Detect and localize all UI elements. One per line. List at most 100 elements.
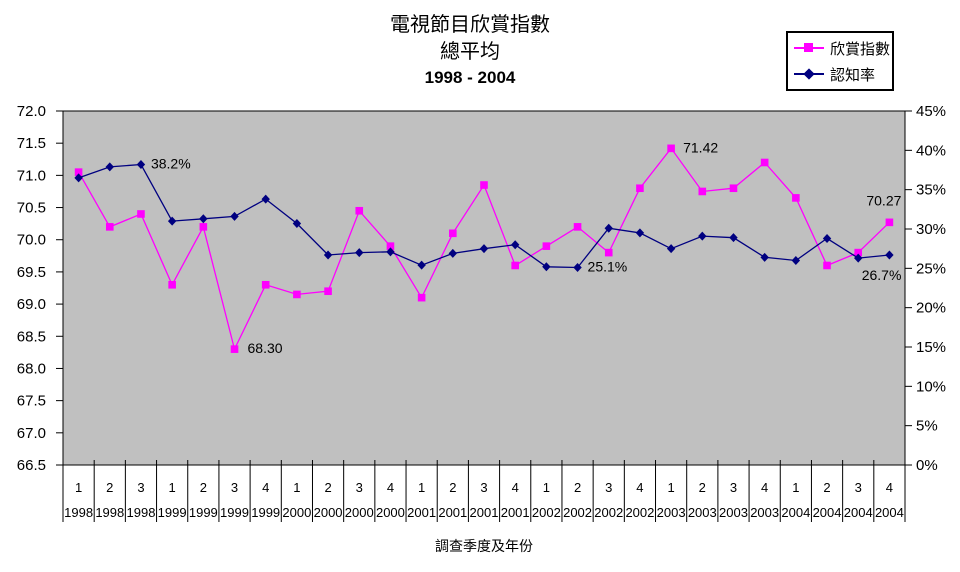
svg-text:3: 3 — [356, 480, 363, 495]
chart-title-line1: 電視節目欣賞指數 — [390, 14, 550, 36]
svg-text:2003: 2003 — [750, 505, 779, 520]
svg-text:25.1%: 25.1% — [588, 259, 628, 275]
legend-label-awareness-rate: 認知率 — [830, 66, 876, 84]
svg-text:2004: 2004 — [813, 505, 842, 520]
svg-text:1: 1 — [543, 480, 550, 495]
svg-text:4: 4 — [387, 480, 394, 495]
svg-text:1: 1 — [792, 480, 799, 495]
svg-text:4: 4 — [886, 480, 893, 495]
svg-text:3: 3 — [231, 480, 238, 495]
svg-text:1999: 1999 — [220, 505, 249, 520]
y-axis-left: 72.0 71.5 71.0 70.5 70.0 69.5 69.0 68.5 68.0 67.5… — [17, 103, 63, 474]
svg-text:2001: 2001 — [470, 505, 499, 520]
svg-text:71.0: 71.0 — [17, 167, 46, 184]
svg-text:2001: 2001 — [501, 505, 530, 520]
svg-text:1: 1 — [169, 480, 176, 495]
plot-area — [62, 110, 906, 466]
svg-text:35%: 35% — [916, 182, 946, 199]
svg-text:25%: 25% — [916, 260, 946, 277]
svg-text:2: 2 — [106, 480, 113, 495]
svg-text:70.0: 70.0 — [17, 232, 46, 249]
svg-text:68.0: 68.0 — [17, 360, 46, 377]
svg-text:2002: 2002 — [563, 505, 592, 520]
svg-text:1: 1 — [667, 480, 674, 495]
svg-text:15%: 15% — [916, 339, 946, 356]
svg-text:68.5: 68.5 — [17, 328, 46, 345]
svg-text:1: 1 — [418, 480, 425, 495]
svg-text:66.5: 66.5 — [17, 457, 46, 474]
svg-text:2002: 2002 — [625, 505, 654, 520]
svg-text:2: 2 — [823, 480, 830, 495]
svg-text:70.27: 70.27 — [866, 192, 901, 208]
svg-text:2004: 2004 — [844, 505, 873, 520]
svg-text:69.0: 69.0 — [17, 296, 46, 313]
svg-text:3: 3 — [605, 480, 612, 495]
svg-text:38.2%: 38.2% — [151, 155, 191, 171]
svg-text:2000: 2000 — [282, 505, 311, 520]
chart-title-line2: 總平均 — [440, 41, 500, 63]
svg-text:2001: 2001 — [438, 505, 467, 520]
svg-text:2: 2 — [699, 480, 706, 495]
svg-text:1999: 1999 — [251, 505, 280, 520]
svg-text:4: 4 — [761, 480, 768, 495]
series-appreciation-index — [74, 144, 894, 353]
svg-text:1999: 1999 — [158, 505, 187, 520]
svg-text:4: 4 — [512, 480, 519, 495]
svg-text:20%: 20% — [916, 300, 946, 317]
svg-text:3: 3 — [480, 480, 487, 495]
svg-text:4: 4 — [262, 480, 269, 495]
svg-text:10%: 10% — [916, 378, 946, 395]
chart-title: 電視節目欣賞指數 總平均 1998 - 2004 — [0, 12, 940, 90]
svg-text:1998: 1998 — [127, 505, 156, 520]
y-axis-right: 45% 40% 35% 30% 25% 20% 15% 10% 5% 0% — [905, 103, 946, 474]
svg-text:3: 3 — [730, 480, 737, 495]
svg-text:0%: 0% — [916, 457, 938, 474]
svg-text:2004: 2004 — [875, 505, 904, 520]
svg-text:2003: 2003 — [719, 505, 748, 520]
data-labels: 38.2% 68.30 71.42 70.27 25.1% 26.7% — [151, 139, 902, 356]
svg-text:2001: 2001 — [407, 505, 436, 520]
svg-text:71.42: 71.42 — [683, 139, 718, 155]
svg-text:2: 2 — [449, 480, 456, 495]
legend-item-awareness-rate: 認知率 — [794, 61, 892, 87]
svg-text:68.30: 68.30 — [248, 340, 283, 356]
svg-text:72.0: 72.0 — [17, 103, 46, 120]
svg-text:1999: 1999 — [189, 505, 218, 520]
svg-text:67.0: 67.0 — [17, 425, 46, 442]
svg-text:1998: 1998 — [64, 505, 93, 520]
svg-text:3: 3 — [137, 480, 144, 495]
svg-text:2000: 2000 — [376, 505, 405, 520]
svg-text:2004: 2004 — [781, 505, 810, 520]
svg-text:2: 2 — [574, 480, 581, 495]
legend-label-appreciation-index: 欣賞指數 — [830, 40, 891, 58]
svg-text:2: 2 — [324, 480, 331, 495]
svg-text:1: 1 — [293, 480, 300, 495]
svg-text:4: 4 — [636, 480, 643, 495]
svg-text:67.5: 67.5 — [17, 393, 46, 410]
svg-text:3: 3 — [855, 480, 862, 495]
chart-title-line3: 1998 - 2004 — [424, 68, 516, 87]
svg-text:71.5: 71.5 — [17, 135, 46, 152]
svg-text:1998: 1998 — [95, 505, 124, 520]
square-marker-icon — [794, 42, 824, 54]
svg-text:2000: 2000 — [314, 505, 343, 520]
svg-text:5%: 5% — [916, 418, 938, 435]
svg-text:69.5: 69.5 — [17, 264, 46, 281]
legend-item-appreciation-index: 欣賞指數 — [794, 35, 892, 61]
legend: 欣賞指數 認知率 — [786, 31, 894, 91]
x-axis-title: 調查季度及年份 — [435, 538, 533, 554]
svg-text:1: 1 — [75, 480, 82, 495]
svg-text:26.7%: 26.7% — [862, 267, 902, 283]
svg-text:30%: 30% — [916, 221, 946, 238]
svg-text:45%: 45% — [916, 103, 946, 120]
svg-text:70.5: 70.5 — [17, 200, 46, 217]
svg-text:2002: 2002 — [594, 505, 623, 520]
diamond-marker-icon — [794, 68, 824, 80]
svg-text:2003: 2003 — [657, 505, 686, 520]
svg-text:2000: 2000 — [345, 505, 374, 520]
svg-text:40%: 40% — [916, 142, 946, 159]
svg-text:2: 2 — [200, 480, 207, 495]
